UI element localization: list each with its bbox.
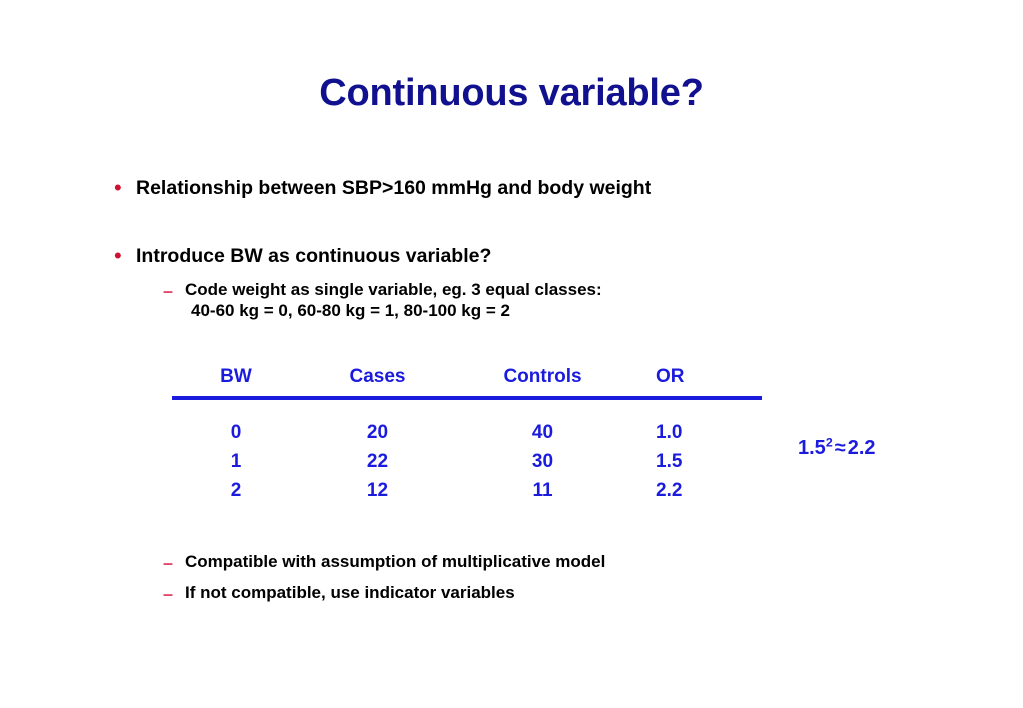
table-row: 0 20 40 1.0 xyxy=(172,422,764,451)
table-cell-cases: 12 xyxy=(366,480,389,501)
sub-bullet-line-2: 40-60 kg = 0, 60-80 kg = 1, 80-100 kg = … xyxy=(191,301,510,320)
bullet-item-relationship: • Relationship between SBP>160 mmHg and … xyxy=(114,175,651,201)
table-cell-bw: 1 xyxy=(230,451,242,472)
table-cell-or: 1.0 xyxy=(656,422,683,443)
bullet-marker-icon: • xyxy=(114,243,122,268)
annotation-base: 1.5 xyxy=(798,437,826,459)
sub-bullet-text: Compatible with assumption of multiplica… xyxy=(185,552,606,571)
or-table: BW Cases Controls OR 0 20 40 1.0 1 22 30… xyxy=(172,366,764,509)
table-cell-controls: 40 xyxy=(531,422,554,443)
table-row: 2 12 11 2.2 xyxy=(172,480,764,509)
table-cell-bw: 2 xyxy=(230,480,242,501)
table-cell-bw: 0 xyxy=(230,422,242,443)
table-cell-or: 2.2 xyxy=(656,480,683,501)
dash-marker-icon: – xyxy=(163,281,174,301)
table-header-rule xyxy=(172,396,762,400)
table-header-row: BW Cases Controls OR xyxy=(172,366,764,392)
dash-marker-icon: – xyxy=(163,553,174,573)
annotation-exponent: 2 xyxy=(825,435,833,450)
table-cell-or: 1.5 xyxy=(656,451,683,472)
annotation-result: 2.2 xyxy=(847,437,876,459)
table-column-header-cases: Cases xyxy=(349,366,406,387)
page-title: Continuous variable? xyxy=(319,72,704,114)
sub-bullet-compatible: – Compatible with assumption of multipli… xyxy=(163,551,605,575)
table-cell-cases: 20 xyxy=(366,422,389,443)
table-column-header-bw: BW xyxy=(220,366,252,387)
table-column-header-controls: Controls xyxy=(503,366,582,387)
annotation-approx-sign: ≈ xyxy=(834,437,846,459)
bullet-marker-icon: • xyxy=(114,175,122,200)
bullet-item-introduce-bw: • Introduce BW as continuous variable? xyxy=(114,243,491,269)
sub-bullet-text: If not compatible, use indicator variabl… xyxy=(185,583,515,602)
table-row: 1 22 30 1.5 xyxy=(172,451,764,480)
table-cell-controls: 11 xyxy=(532,480,553,501)
bullet-text: Relationship between SBP>160 mmHg and bo… xyxy=(136,177,652,199)
sub-bullet-text: Code weight as single variable, eg. 3 eq… xyxy=(185,279,602,322)
sub-bullet-code-weight: – Code weight as single variable, eg. 3 … xyxy=(163,279,602,322)
table-cell-controls: 30 xyxy=(531,451,554,472)
sub-bullet-not-compatible: – If not compatible, use indicator varia… xyxy=(163,582,515,606)
table-column-header-or: OR xyxy=(656,366,685,387)
dash-marker-icon: – xyxy=(163,584,174,604)
sub-bullet-line-1: Code weight as single variable, eg. 3 eq… xyxy=(185,280,602,299)
bullet-text: Introduce BW as continuous variable? xyxy=(136,245,492,267)
table-cell-cases: 22 xyxy=(366,451,389,472)
or-trend-annotation: 1.52 ≈2.2 xyxy=(798,435,876,460)
